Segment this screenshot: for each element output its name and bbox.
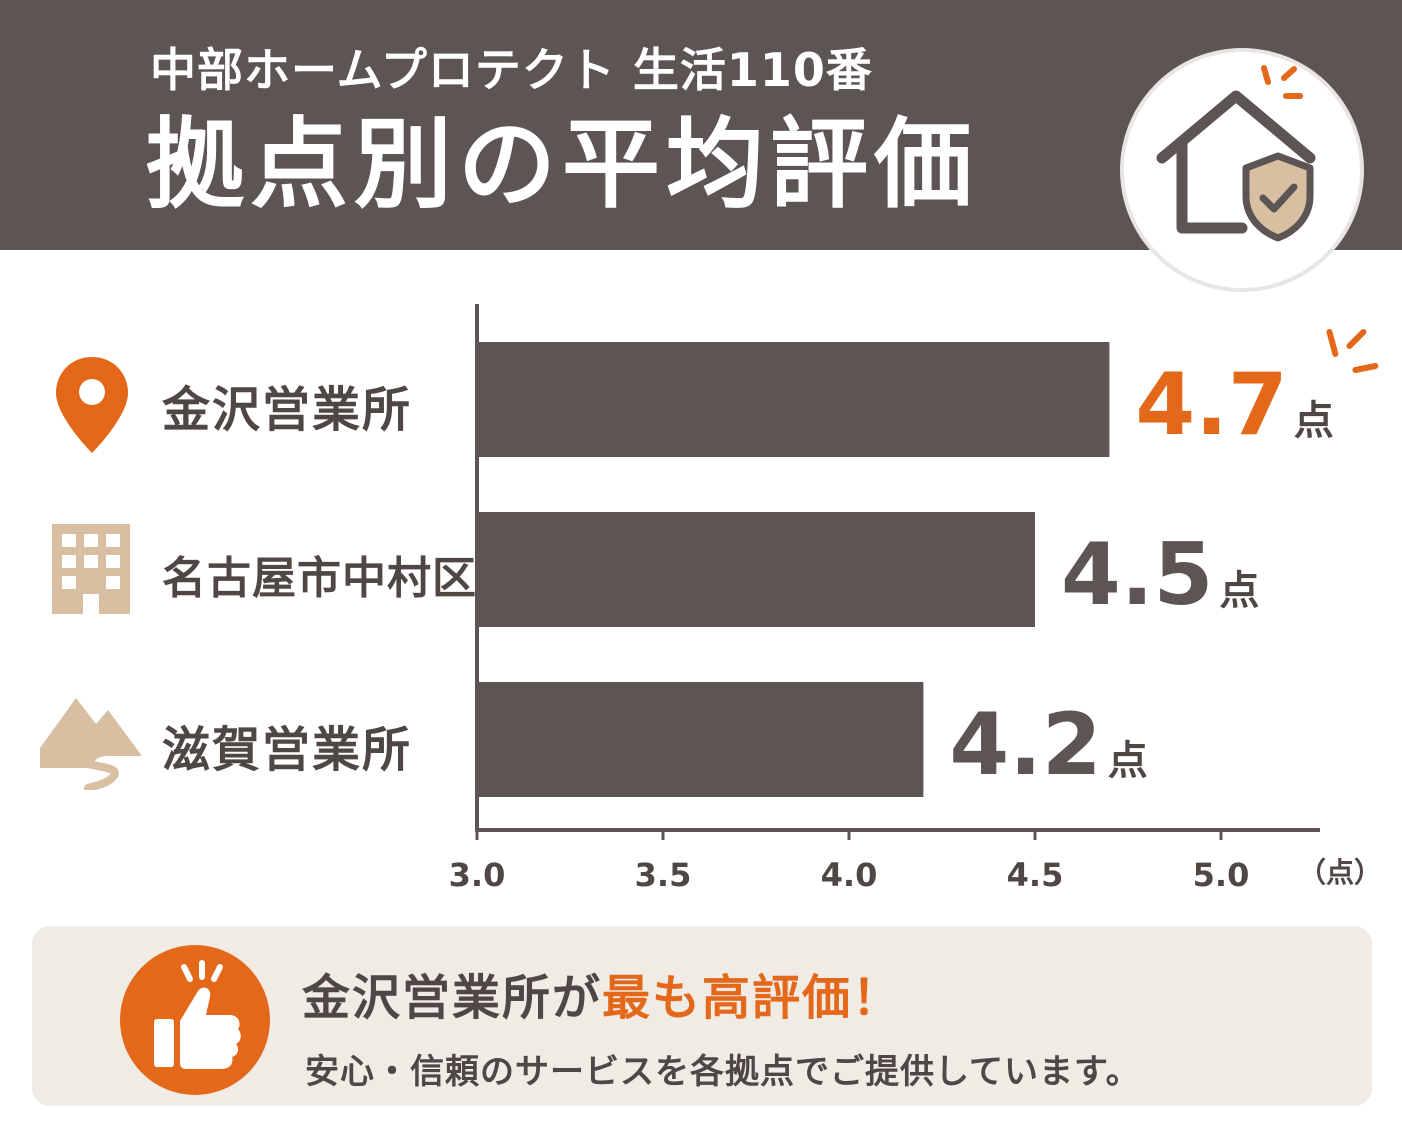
x-tick-label: 4.5 [1007,856,1064,894]
mountain-river-icon [38,690,144,794]
bar-value-number: 4.7 [1135,355,1287,455]
summary-headline-part1: 金沢営業所が [302,970,603,1026]
row-label-shiga: 滋賀営業所 [162,722,413,778]
bar-value-label: 4.5 点 [1061,525,1259,625]
bar-value-unit: 点 [1219,568,1259,614]
bar-value-number: 4.2 [949,695,1101,795]
header-subtitle: 中部ホームプロテクト 生活110番 [150,43,873,97]
bar-value-label: 4.7 点 [1135,355,1333,455]
bar-value-label: 4.2 点 [949,695,1147,795]
highlight-ray [1326,329,1339,357]
x-tick-label: 3.5 [635,856,692,894]
x-axis-unit: （点） [1298,856,1382,889]
building-icon [50,522,132,620]
bar [479,342,1110,457]
bar-value-unit: 点 [1294,398,1334,444]
highlight-ray [1346,329,1367,349]
x-tick-label: 5.0 [1193,856,1250,894]
x-tick-label: 3.0 [449,856,506,894]
bar [479,512,1035,627]
bar-chart: 3.0 3.5 4.0 4.5 5.0 （点）4.7 点4.5 点4.2 点 [449,304,1382,894]
highlight-ray [1352,363,1379,373]
bar [479,682,924,797]
map-pin-icon [52,355,132,459]
page-title: 拠点別の平均評価 [146,108,979,222]
summary-subtext: 安心・信頼のサービスを各拠点でご提供しています。 [305,1052,1141,1092]
summary-headline-part2: 最も高評価！ [602,970,903,1026]
row-label-nagoya: 名古屋市中村区 [162,553,477,604]
summary-headline: 金沢営業所が最も高評価！ [302,958,902,1028]
bar-value-unit: 点 [1108,738,1148,784]
row-label-kanazawa: 金沢営業所 [162,382,413,438]
thumbs-up-icon [120,945,270,1095]
x-tick-label: 4.0 [821,856,878,894]
bar-value-number: 4.5 [1061,525,1213,625]
house-shield-check-icon [1124,52,1360,288]
